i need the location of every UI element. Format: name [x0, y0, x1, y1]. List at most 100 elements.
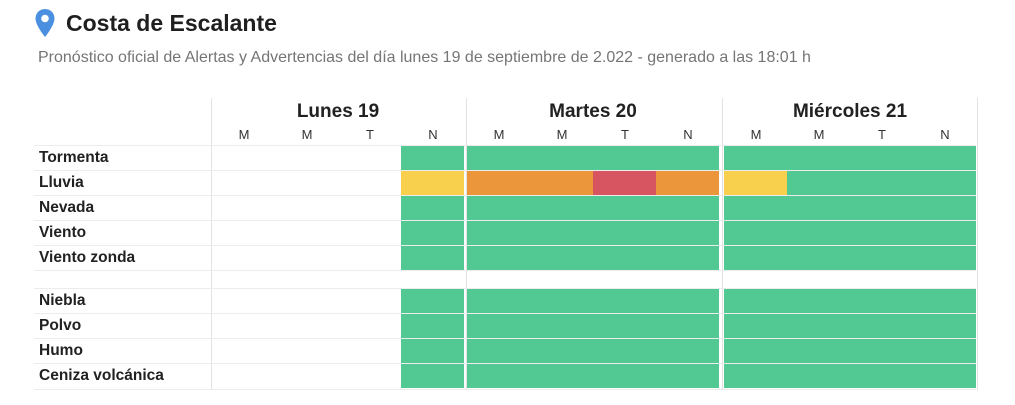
- row-divider: [34, 195, 976, 196]
- alert-cell: [850, 339, 913, 363]
- alert-cell: [401, 221, 464, 245]
- alert-cell: [401, 289, 464, 313]
- alert-cell: [593, 171, 656, 195]
- alert-cell: [467, 246, 530, 270]
- alert-cell: [913, 221, 976, 245]
- alert-cell: [850, 246, 913, 270]
- alert-cell: [593, 339, 656, 363]
- alert-cell: [787, 171, 850, 195]
- alert-cell: [850, 364, 913, 388]
- alert-cell: [724, 289, 787, 313]
- alert-cell: [530, 339, 593, 363]
- alert-cell: [656, 339, 719, 363]
- alert-cell: [656, 364, 719, 388]
- alert-cell: [467, 196, 530, 220]
- period-label: M: [301, 127, 313, 142]
- alert-cell: [787, 339, 850, 363]
- alert-cell: [401, 314, 464, 338]
- alert-cell: [530, 289, 593, 313]
- row-label: Viento: [39, 224, 87, 241]
- row-divider: [34, 145, 976, 146]
- alert-cell: [724, 146, 787, 170]
- location-pin-icon: [35, 9, 55, 37]
- row-divider: [34, 170, 976, 171]
- row-divider: [34, 313, 976, 314]
- period-label: T: [366, 127, 374, 142]
- alert-cell: [850, 221, 913, 245]
- row-label: Nevada: [39, 199, 95, 216]
- alert-cell: [724, 171, 787, 195]
- alert-cell: [656, 171, 719, 195]
- row-label: Polvo: [39, 317, 82, 334]
- alert-cell: [656, 314, 719, 338]
- alert-cell: [724, 364, 787, 388]
- alert-cell: [401, 146, 464, 170]
- alert-cell: [787, 314, 850, 338]
- row-divider: [34, 389, 976, 390]
- row-divider: [34, 288, 976, 289]
- alert-cell: [467, 339, 530, 363]
- period-label: M: [493, 127, 505, 142]
- alert-cell: [530, 171, 593, 195]
- alert-cell: [913, 246, 976, 270]
- row-label: Niebla: [39, 292, 86, 309]
- alert-cell: [401, 246, 464, 270]
- alert-cell: [593, 221, 656, 245]
- period-label: N: [940, 127, 950, 142]
- row-divider: [34, 270, 976, 271]
- page-title: Costa de Escalante: [66, 9, 277, 36]
- alert-cell: [401, 339, 464, 363]
- alert-cell: [530, 221, 593, 245]
- alert-cell: [593, 364, 656, 388]
- alert-cell: [401, 196, 464, 220]
- row-divider: [34, 338, 976, 339]
- alert-cell: [913, 339, 976, 363]
- alert-cell: [787, 196, 850, 220]
- alert-cell: [656, 246, 719, 270]
- period-label: M: [556, 127, 568, 142]
- alert-cell: [593, 146, 656, 170]
- row-label: Viento zonda: [39, 249, 136, 266]
- alert-cell: [787, 364, 850, 388]
- page-subtitle: Pronóstico oficial de Alertas y Adverten…: [38, 49, 811, 66]
- day-header: Miércoles 21: [792, 101, 908, 122]
- alert-cell: [850, 314, 913, 338]
- row-label: Lluvia: [39, 174, 84, 191]
- alert-cell: [593, 196, 656, 220]
- alert-cell: [467, 221, 530, 245]
- alert-cell: [913, 289, 976, 313]
- alert-cell: [530, 196, 593, 220]
- column-separator: [211, 98, 212, 390]
- row-label: Ceniza volcánica: [39, 367, 164, 384]
- alert-cell: [530, 246, 593, 270]
- alert-cell: [850, 146, 913, 170]
- column-separator: [466, 98, 467, 390]
- alert-cell: [850, 289, 913, 313]
- row-divider: [34, 220, 976, 221]
- alert-cell: [787, 289, 850, 313]
- column-separator: [977, 98, 978, 390]
- period-label: M: [750, 127, 762, 142]
- day-header: Lunes 19: [296, 101, 380, 122]
- alert-cell: [724, 221, 787, 245]
- alert-cell: [850, 171, 913, 195]
- alert-cell: [913, 196, 976, 220]
- page-header: Costa de Escalante: [34, 6, 277, 40]
- alert-cell: [724, 246, 787, 270]
- period-label: T: [878, 127, 886, 142]
- column-separator: [722, 98, 723, 390]
- alert-cell: [467, 171, 530, 195]
- alert-cell: [656, 289, 719, 313]
- alert-cell: [593, 246, 656, 270]
- alert-cell: [787, 221, 850, 245]
- alert-cell: [467, 364, 530, 388]
- alert-cell: [724, 314, 787, 338]
- alert-cell: [913, 364, 976, 388]
- alert-cell: [913, 171, 976, 195]
- day-header: Martes 20: [549, 101, 637, 122]
- alert-cell: [724, 196, 787, 220]
- period-label: M: [813, 127, 825, 142]
- row-label: Humo: [39, 342, 83, 359]
- period-label: T: [621, 127, 629, 142]
- alert-cell: [913, 314, 976, 338]
